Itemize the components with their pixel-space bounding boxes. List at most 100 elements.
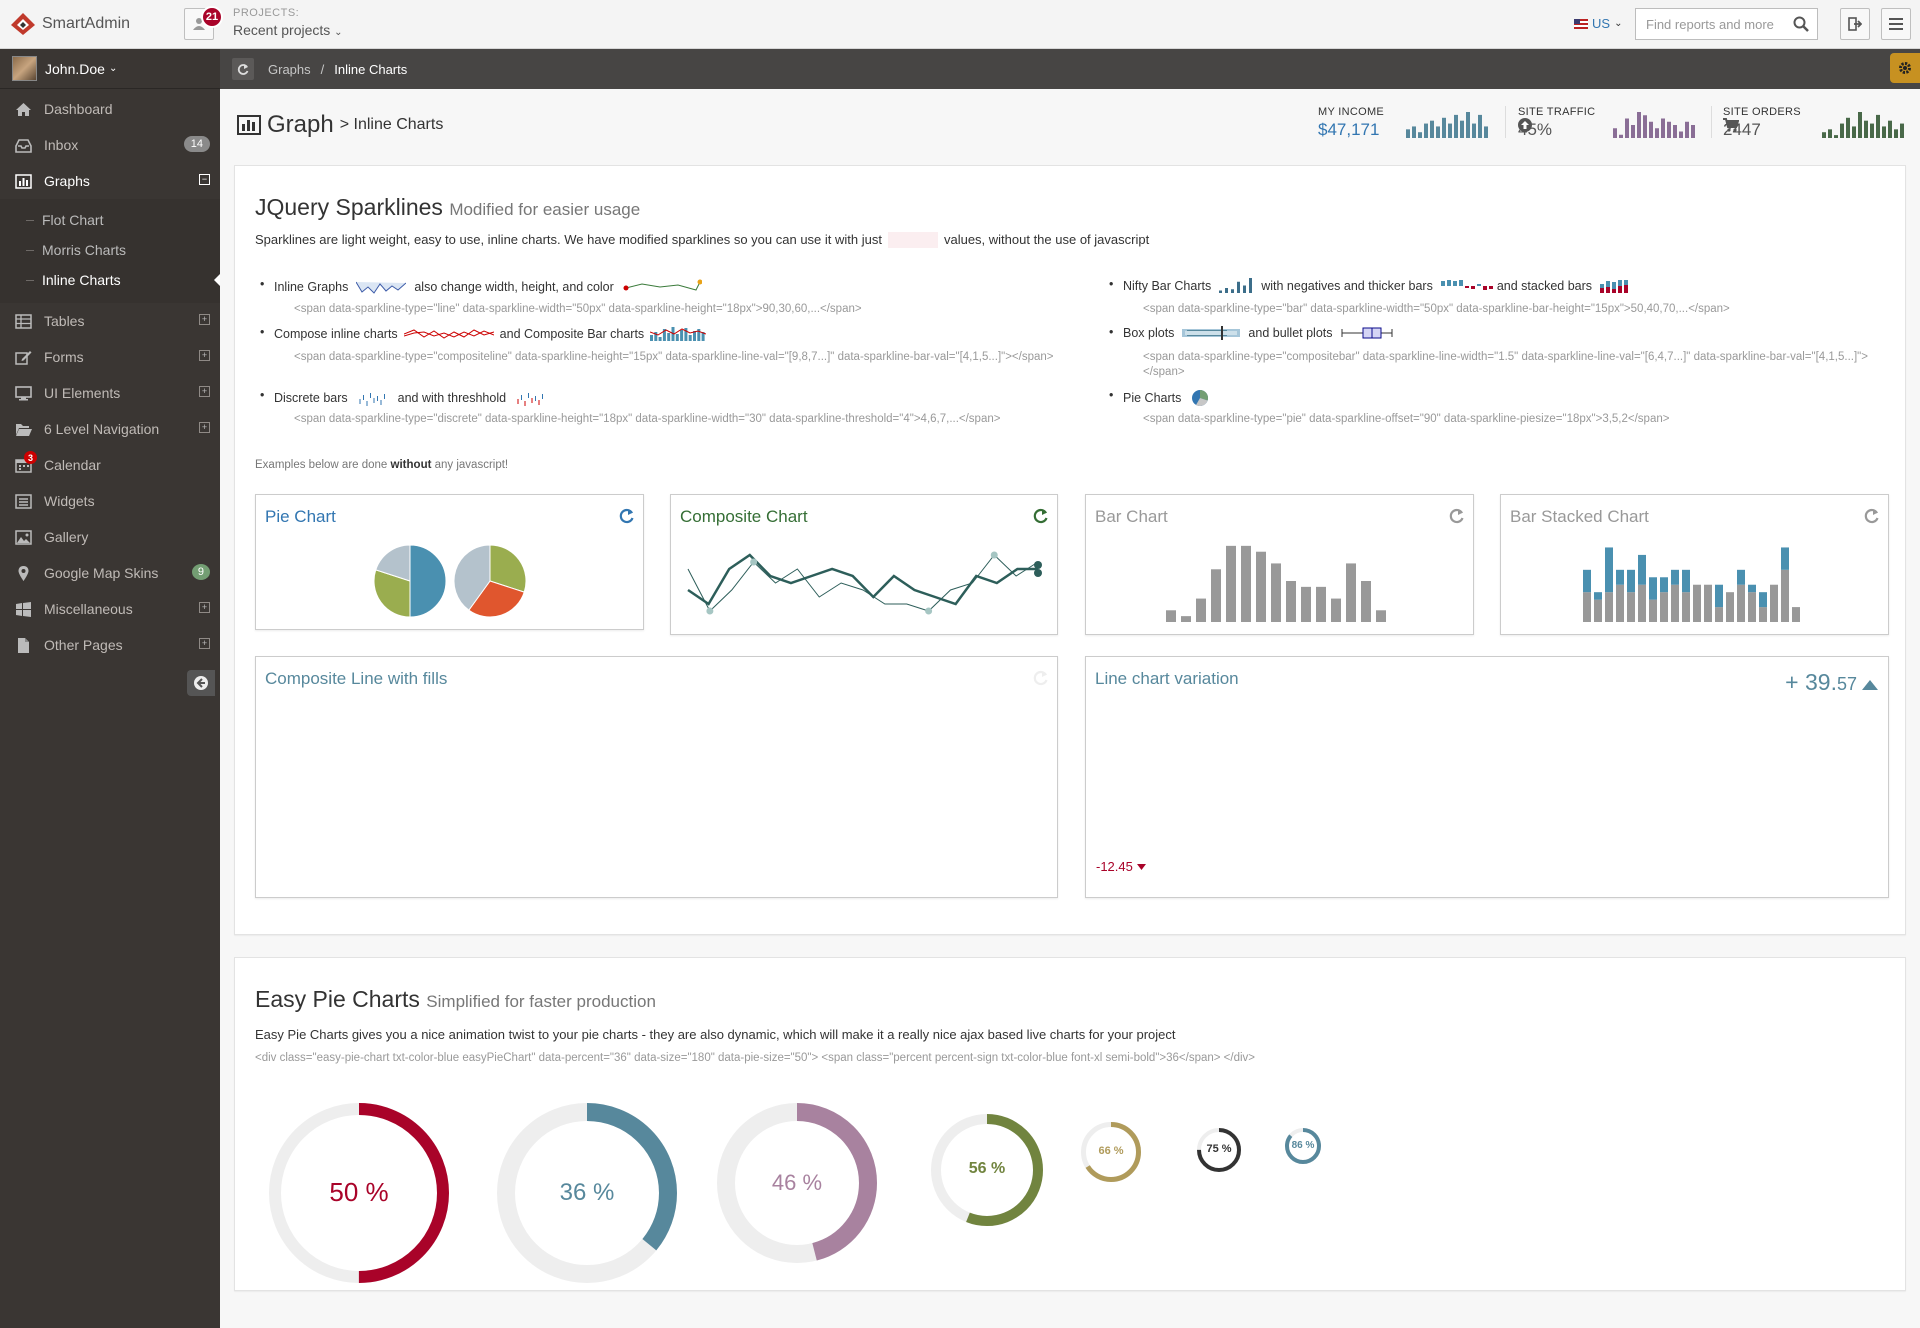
expand-plus-icon[interactable]: + (199, 350, 210, 361)
chart-bar (1237, 281, 1241, 293)
chart-bar (1616, 569, 1624, 585)
mini-pie-sparkline (1192, 390, 1209, 407)
sidebar-item-gallery[interactable]: Gallery (0, 519, 220, 555)
breadcrumb-separator: / (320, 61, 325, 77)
chart-bar (1715, 584, 1723, 608)
line-variation-low: -12.45 (1096, 859, 1146, 874)
sparklines-subtitle: Modified for easier usage (449, 200, 641, 219)
easy-pie-chart: 75 % (1197, 1128, 1241, 1172)
sparkline-bar (680, 330, 684, 341)
series-line (687, 553, 1038, 606)
chart-bar (1256, 551, 1266, 622)
search-icon[interactable] (1793, 16, 1809, 32)
chart-bar (1241, 545, 1251, 622)
list-item: Box plots and bullet plots (1109, 325, 1393, 340)
sparkline-bar (1612, 282, 1617, 289)
chart-bar (1759, 592, 1767, 608)
easy-pie-ring (931, 1114, 1043, 1226)
chart-bar (1685, 121, 1689, 138)
expand-plus-icon[interactable]: + (199, 422, 210, 433)
refresh-icon[interactable] (618, 507, 635, 524)
sidebar-item-ui-elements[interactable]: UI Elements + (0, 375, 220, 411)
sidebar-item-google-map-skins[interactable]: Google Map Skins 9 (0, 555, 220, 591)
easy-pie-percent: 75 % (1206, 1143, 1232, 1156)
chart-bar (1442, 117, 1446, 138)
discrete-threshold-sparkline (517, 393, 544, 406)
avatar (12, 56, 37, 81)
pie-slice (453, 544, 491, 611)
bar-stacked-chart (1583, 547, 1800, 622)
sidebar-item-inbox[interactable]: Inbox 14 (0, 127, 220, 163)
list-item-label: Nifty Bar Charts (1123, 278, 1212, 293)
chart-bar (1643, 115, 1647, 138)
sparkline-bar (1482, 286, 1487, 290)
chart-bar (1460, 120, 1464, 138)
minify-sidebar-button[interactable] (187, 670, 215, 696)
sidebar-item-miscellaneous[interactable]: Miscellaneous + (0, 591, 220, 627)
sidebar-item-other-pages[interactable]: Other Pages + (0, 627, 220, 663)
chart-bar (1781, 547, 1789, 570)
user-menu[interactable]: John.Doe ⌄ (0, 49, 220, 89)
easy-pie-subtitle: Simplified for faster production (426, 992, 656, 1011)
sidebar-subitem-flot-chart[interactable]: Flot Chart (0, 205, 220, 235)
refresh-icon[interactable] (1863, 507, 1880, 524)
chart-bar (1682, 569, 1690, 593)
sidebar-subitem-morris-charts[interactable]: Morris Charts (0, 235, 220, 265)
sidebar-item-dashboard[interactable]: Dashboard (0, 91, 220, 127)
breadcrumb-item[interactable]: Graphs (268, 61, 311, 77)
bar-chart (1166, 545, 1386, 622)
stat-label: SITE ORDERS (1723, 106, 1801, 118)
graphs-submenu: Flot Chart Morris Charts Inline Charts (0, 199, 220, 303)
logout-button[interactable] (1840, 8, 1870, 40)
sidebar-subitem-inline-charts[interactable]: Inline Charts (0, 265, 220, 295)
chart-bar (1627, 569, 1635, 593)
expand-plus-icon[interactable]: + (199, 314, 210, 325)
expand-plus-icon[interactable]: + (199, 638, 210, 649)
activity-button[interactable]: 21 (184, 6, 223, 40)
expand-plus-icon[interactable]: + (199, 386, 210, 397)
chart-bar (1858, 112, 1862, 138)
chart-bar (1792, 607, 1800, 622)
chart-bar (1619, 134, 1623, 138)
list-item-label: Pie Charts (1123, 391, 1182, 405)
sparkline-bar (1464, 286, 1469, 288)
sidebar-item-forms[interactable]: Forms + (0, 339, 220, 375)
note-text: Examples below are done (255, 459, 388, 471)
sidebar-item-6-level-navigation[interactable]: 6 Level Navigation + (0, 411, 220, 447)
collapse-minus-icon[interactable]: − (199, 174, 210, 185)
menu-button[interactable] (1881, 8, 1911, 40)
chart-bar (1840, 123, 1844, 138)
sparkline-bar (1600, 284, 1605, 288)
list-item: Nifty Bar Charts with negatives and thic… (1109, 277, 1634, 293)
sidebar-item-widgets[interactable]: Widgets (0, 483, 220, 519)
sidebar-item-calendar[interactable]: 3 Calendar (0, 447, 220, 483)
refresh-icon[interactable] (1448, 507, 1465, 524)
sidebar-item-graphs[interactable]: Graphs − (0, 163, 220, 199)
value-integer: + 39. (1785, 669, 1837, 695)
chart-bar (1225, 288, 1229, 293)
logo[interactable]: SmartAdmin (10, 12, 130, 36)
sidebar-item-tables[interactable]: Tables + (0, 303, 220, 339)
pie-value-arc (1285, 1128, 1321, 1164)
line-variation-value: + 39. 57 (1785, 669, 1878, 696)
list-item-label: and stacked bars (1496, 278, 1593, 293)
expand-plus-icon[interactable]: + (199, 602, 210, 613)
chart-bar (1211, 569, 1221, 622)
card-title: Bar Chart (1095, 507, 1168, 526)
page-subtitle: > Inline Charts (339, 116, 444, 133)
search-input[interactable]: Find reports and more (1635, 8, 1818, 40)
language-selector[interactable]: US ⌄ (1574, 16, 1622, 31)
data-point (990, 551, 998, 559)
settings-button[interactable] (1890, 53, 1920, 83)
projects-dropdown[interactable]: PROJECTS: Recent projects ⌄ (233, 7, 343, 38)
easy-pie-chart: 86 % (1285, 1128, 1321, 1164)
refresh-icon[interactable] (1032, 669, 1049, 686)
box-plot-sparkline (1182, 326, 1241, 340)
chart-bar (1605, 592, 1613, 622)
chart-bar (1655, 128, 1659, 138)
easy-pie-chart: 66 % (1081, 1122, 1141, 1182)
refresh-button[interactable] (232, 58, 254, 80)
breadcrumb-current: Inline Charts (334, 61, 408, 77)
list-item-label: and Composite Bar charts (499, 326, 645, 341)
refresh-icon[interactable] (1032, 507, 1049, 524)
